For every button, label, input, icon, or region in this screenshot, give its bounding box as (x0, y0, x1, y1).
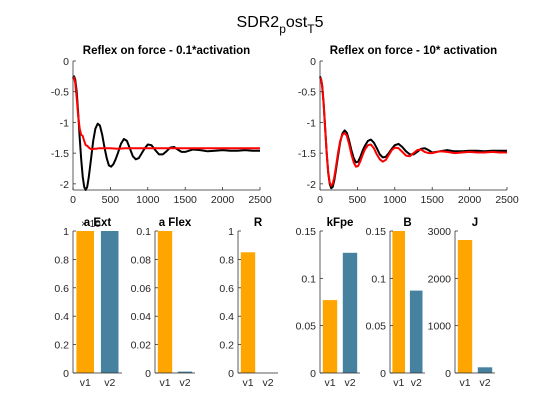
y-tick-label: 1000 (428, 321, 452, 333)
series-line-black (319, 76, 507, 190)
bar-v2 (177, 371, 193, 373)
x-tick-label: v1 (324, 377, 335, 389)
y-tick-label: 1 (228, 226, 234, 238)
y-tick-label: 1 (63, 226, 69, 238)
x-tick-label: v2 (179, 377, 190, 389)
bar-v1 (322, 300, 338, 373)
y-tick-label: 0 (310, 56, 316, 68)
bar-v2 (477, 367, 493, 373)
series-line-red (319, 77, 507, 187)
bar-v1 (240, 252, 256, 373)
bar-v2 (342, 252, 358, 373)
x-tick-label: 2000 (211, 194, 235, 206)
chart-title: Reflex on force - 10* activation (330, 45, 497, 57)
line-chart-2: 0 500 1000 1500 2000 2500 0 -0.5 -1 -1.5 -2 Reflex … (298, 45, 519, 206)
y-tick-label: -1.5 (51, 148, 69, 160)
y-tick-label: 0 (380, 368, 386, 380)
y-tick-label: 0.1 (371, 273, 386, 285)
y-tick-label: 0.15 (296, 226, 317, 238)
x-tick-label: 500 (349, 194, 367, 206)
y-tick-label: 3000 (428, 226, 452, 238)
x-tick-label: v1 (242, 377, 253, 389)
bar-chart-5: v1 v2 0 0.05 0.1 0.15 B (366, 217, 425, 389)
x-tick-label: v2 (104, 377, 115, 389)
y-tick-label: 0.04 (131, 311, 152, 323)
x-tick-label: 1000 (136, 194, 160, 206)
y-tick-label: -1.5 (298, 148, 316, 160)
x-tick-label: v1 (459, 377, 470, 389)
y-tick-label: -1 (307, 117, 316, 129)
chart-title: Reflex on force - 0.1*activation (83, 45, 250, 57)
axis-exponent-label: × 10 (81, 219, 101, 230)
chart-title: J (472, 217, 478, 229)
y-tick-label: 0.02 (131, 340, 152, 352)
y-tick-label: -0.5 (51, 87, 69, 99)
y-tick-label: 0.4 (219, 311, 234, 323)
y-tick-label: 0.6 (219, 283, 234, 295)
y-tick-label: 0.1 (301, 273, 316, 285)
y-tick-label: 0.4 (54, 311, 69, 323)
y-tick-label: 0 (445, 368, 451, 380)
y-tick-label: 0.05 (296, 321, 317, 333)
x-tick-label: 2500 (495, 194, 519, 206)
bar-chart-1: v1 v2 0 0.2 0.4 0.6 0.8 1 × 10a Ext (54, 217, 122, 389)
series-line-black (72, 75, 260, 191)
x-tick-label: 500 (102, 194, 120, 206)
x-tick-label: v2 (479, 377, 490, 389)
bar-chart-3: v1 v2 0 0.2 0.4 0.6 0.8 1 R (219, 217, 278, 389)
x-tick-label: 2500 (248, 194, 272, 206)
x-tick-label: 1500 (174, 194, 198, 206)
y-tick-label: 0.2 (219, 340, 234, 352)
x-tick-label: 2000 (458, 194, 482, 206)
chart-title: a Ext (84, 217, 112, 229)
y-tick-label: 0.8 (219, 254, 234, 266)
bar-v2 (409, 290, 423, 373)
bar-v1 (76, 231, 94, 373)
x-tick-label: v1 (159, 377, 170, 389)
charts-area: 0 500 1000 1500 2000 25000-0.5-1-1.5-2Reflex … (51, 45, 519, 389)
bar-chart-4: v1 v2 0 0.05 0.1 0.15 kFpe (296, 217, 360, 389)
y-tick-label: 0.05 (366, 321, 387, 333)
y-tick-label: 0.15 (366, 226, 387, 238)
y-tick-label: -2 (307, 179, 316, 191)
x-tick-label: 1000 (383, 194, 407, 206)
bar-v2 (100, 231, 119, 373)
y-tick-label: 2000 (428, 273, 452, 285)
bar-v1 (392, 231, 405, 373)
bar-v1 (457, 240, 473, 373)
chart-title: B (403, 217, 411, 229)
x-tick-label: v2 (344, 377, 355, 389)
y-tick-label: 0 (310, 368, 316, 380)
x-tick-label: v2 (411, 377, 422, 389)
x-tick-label: v2 (262, 377, 273, 389)
y-tick-label: 0.2 (54, 340, 69, 352)
series-line-red (72, 76, 260, 151)
bar-chart-6: v1 v2 0 1000 2000 3000 J (428, 217, 495, 389)
chart-title: a Flex (159, 217, 192, 229)
bar-chart-2: v1 v2 0 0.02 0.04 0.06 0.08 0.1 a Flex (131, 217, 195, 389)
y-tick-label: 0 (63, 368, 69, 380)
y-tick-label: -1 (60, 117, 69, 129)
y-tick-label: 0.1 (136, 226, 151, 238)
y-tick-label: 0.08 (131, 254, 152, 266)
x-tick-label: 0 (317, 194, 323, 206)
line-chart-1: 0 500 1000 1500 2000 2500 0 -0.5 -1 -1.5 -2 Reflex … (51, 45, 272, 206)
x-tick-label: v1 (80, 377, 91, 389)
y-tick-label: 0.6 (54, 283, 69, 295)
x-tick-label: 0 (70, 194, 76, 206)
y-tick-label: -0.5 (298, 87, 316, 99)
bar-v1 (157, 231, 173, 373)
y-tick-label: 0 (228, 368, 234, 380)
y-tick-label: 0 (145, 368, 151, 380)
y-tick-label: 0.8 (54, 254, 69, 266)
x-tick-label: 1500 (421, 194, 445, 206)
y-tick-label: -2 (60, 179, 69, 191)
figure-title: SDR2postT5 (237, 14, 324, 36)
y-tick-label: 0 (63, 56, 69, 68)
chart-title: R (254, 217, 263, 229)
chart-title: kFpe (327, 217, 354, 229)
x-tick-label: v1 (393, 377, 404, 389)
y-tick-label: 0.06 (131, 283, 152, 295)
